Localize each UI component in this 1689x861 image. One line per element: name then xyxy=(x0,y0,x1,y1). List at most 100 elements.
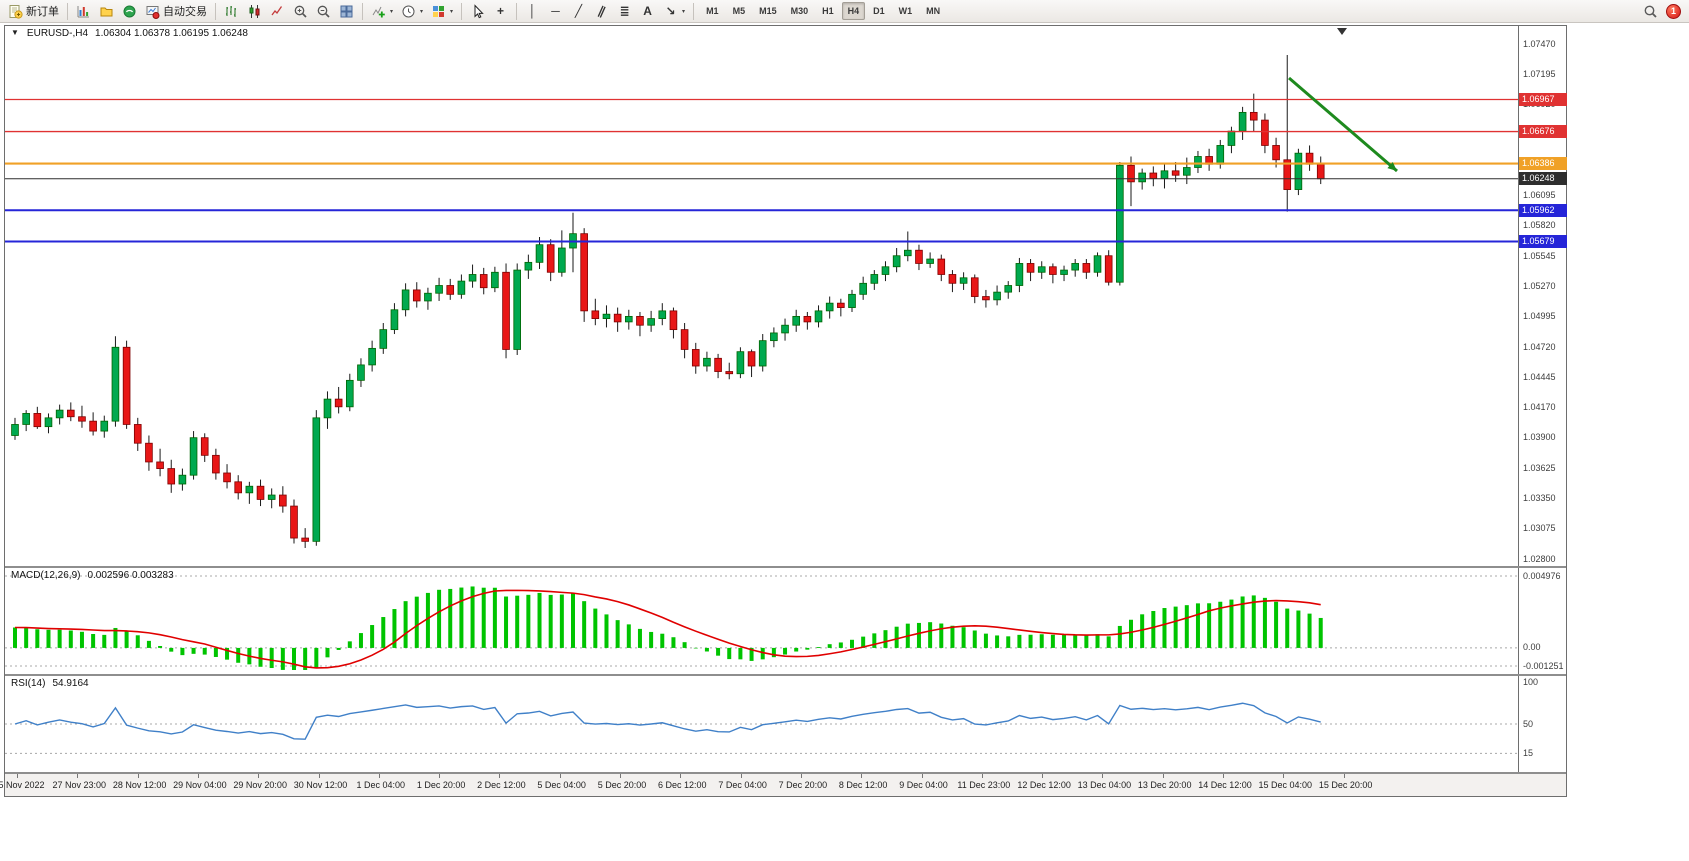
time-tick xyxy=(258,774,260,778)
fibonacci-button[interactable]: ≣ xyxy=(614,1,635,21)
channel-icon: ∥ xyxy=(596,2,608,19)
price-label: 15 xyxy=(1523,747,1534,758)
price-label: 50 xyxy=(1523,718,1534,729)
timeframe-toolbar: M1 M5 M15 M30 H1 H4 D1 W1 MN xyxy=(699,2,947,20)
autotrading-button[interactable]: 自动交易 xyxy=(142,1,210,21)
crosshair-button[interactable]: + xyxy=(490,1,511,21)
trendline-button[interactable]: ╱ xyxy=(568,1,589,21)
new-order-button[interactable]: 新订单 xyxy=(5,1,62,21)
price-label: 1.03350 xyxy=(1523,492,1556,503)
cursor-icon xyxy=(474,3,484,18)
trendline-icon: ╱ xyxy=(574,3,583,18)
zoom-in-icon xyxy=(294,5,307,18)
line-chart-icon xyxy=(271,5,283,15)
price-label: 1.04445 xyxy=(1523,372,1556,383)
time-label: 15 Dec 04:00 xyxy=(1258,780,1313,790)
chart-window: ▼ EURUSD-,H4 1.06304 1.06378 1.06195 1.0… xyxy=(0,25,1567,797)
price-axis[interactable]: 1.074701.071951.069201.066451.063701.060… xyxy=(1518,26,1567,774)
arrows-icon: ↘ xyxy=(665,3,676,18)
notification-badge[interactable]: 1 xyxy=(1666,3,1681,19)
pane-separator[interactable] xyxy=(5,674,1566,676)
periods-button[interactable]: ▾ xyxy=(398,1,426,21)
toolbar-separator xyxy=(67,2,68,20)
indicators-button[interactable]: ▾ xyxy=(368,1,396,21)
time-label: 15 Dec 20:00 xyxy=(1318,780,1373,790)
trend-arrow-annotation[interactable] xyxy=(1288,76,1398,173)
candlestick-chart-button[interactable] xyxy=(244,1,265,21)
community-icon xyxy=(123,5,136,17)
horizontal-line-button[interactable]: ─ xyxy=(545,1,566,21)
cursor-button[interactable] xyxy=(467,1,488,21)
time-tick xyxy=(740,774,742,778)
time-label: 29 Nov 20:00 xyxy=(233,780,287,790)
rsi-value: 54.9164 xyxy=(52,678,89,689)
price-label: 0.004976 xyxy=(1523,570,1561,581)
toolbar-separator xyxy=(693,2,695,20)
search-button[interactable] xyxy=(1640,1,1661,21)
time-tick xyxy=(861,774,863,778)
time-tick xyxy=(1162,774,1164,778)
vertical-line-button[interactable]: │ xyxy=(522,1,543,21)
timeframe-button-mn[interactable]: MN xyxy=(926,6,941,16)
bar-chart-button[interactable] xyxy=(221,1,242,21)
timeframe-button-m30[interactable]: M30 xyxy=(790,6,809,16)
new-chart-button[interactable] xyxy=(73,1,94,21)
time-label: 7 Dec 04:00 xyxy=(718,780,767,790)
arrows-button[interactable]: ↘ ▾ xyxy=(660,1,688,21)
tile-windows-button[interactable] xyxy=(336,1,357,21)
one-click-trading-arrow[interactable]: ▼ xyxy=(11,28,19,37)
line-chart-button[interactable] xyxy=(267,1,288,21)
rsi-chart[interactable] xyxy=(5,676,1518,772)
price-label: 1.06095 xyxy=(1523,190,1556,201)
price-label: 0.00 xyxy=(1523,642,1541,653)
templates-button[interactable]: ▾ xyxy=(428,1,456,21)
toolbar-separator xyxy=(362,2,363,20)
time-label: 9 Dec 04:00 xyxy=(899,780,948,790)
price-label: 100 xyxy=(1523,676,1539,687)
timeframe-button-h4[interactable]: H4 xyxy=(841,2,866,20)
toolbar-separator xyxy=(461,2,463,20)
price-label: 1.04170 xyxy=(1523,402,1556,413)
price-badge: 1.05962 xyxy=(1519,203,1567,217)
zoom-out-button[interactable] xyxy=(313,1,334,21)
timeframe-button-m5[interactable]: M5 xyxy=(732,6,746,16)
time-tick xyxy=(680,774,682,778)
indicators-icon xyxy=(372,6,385,17)
timeframe-button-d1[interactable]: D1 xyxy=(873,6,885,16)
tile-windows-icon xyxy=(340,5,353,17)
chart-shift-marker[interactable] xyxy=(1337,28,1347,35)
rsi-title: RSI(14) 54.9164 xyxy=(11,678,89,689)
time-tick xyxy=(559,774,561,778)
horizontal-line-icon: ─ xyxy=(551,3,560,18)
macd-chart[interactable] xyxy=(5,568,1518,674)
timeframe-button-w1[interactable]: W1 xyxy=(898,6,913,16)
time-tick xyxy=(378,774,380,778)
timeframe-button-h1[interactable]: H1 xyxy=(822,6,834,16)
channel-button[interactable]: ∥ xyxy=(591,1,612,21)
chevron-down-icon: ▾ xyxy=(420,8,424,15)
timeframe-button-m1[interactable]: M1 xyxy=(706,6,719,16)
time-tick xyxy=(800,774,802,778)
time-label: 12 Dec 12:00 xyxy=(1017,780,1071,790)
toolbar-separator xyxy=(516,2,518,20)
pane-separator[interactable] xyxy=(5,772,1566,774)
time-label: 30 Nov 12:00 xyxy=(293,780,348,790)
price-badge: 1.05679 xyxy=(1519,235,1567,248)
time-label: 1 Dec 20:00 xyxy=(416,780,466,790)
candlestick-chart[interactable] xyxy=(5,26,1518,566)
fibonacci-icon: ≣ xyxy=(619,3,630,18)
new-chart-icon xyxy=(77,5,89,17)
zoom-in-button[interactable] xyxy=(290,1,311,21)
macd-title: MACD(12,26,9) 0.002596 0.003283 xyxy=(11,570,174,581)
new-order-label: 新订单 xyxy=(26,6,59,18)
time-axis[interactable]: 25 Nov 2022 27 Nov 23:00 28 Nov 12:00 29 No… xyxy=(0,774,1566,796)
time-label: 2 Dec 12:00 xyxy=(477,780,526,790)
price-label: 1.02800 xyxy=(1523,553,1556,564)
community-button[interactable] xyxy=(119,1,140,21)
timeframe-button-m15[interactable]: M15 xyxy=(759,6,777,16)
text-button[interactable]: A xyxy=(637,1,658,21)
price-label: -0.001251 xyxy=(1523,660,1564,671)
pane-separator[interactable] xyxy=(5,566,1566,568)
time-label: 27 Nov 23:00 xyxy=(52,780,107,790)
profiles-button[interactable] xyxy=(96,1,117,21)
